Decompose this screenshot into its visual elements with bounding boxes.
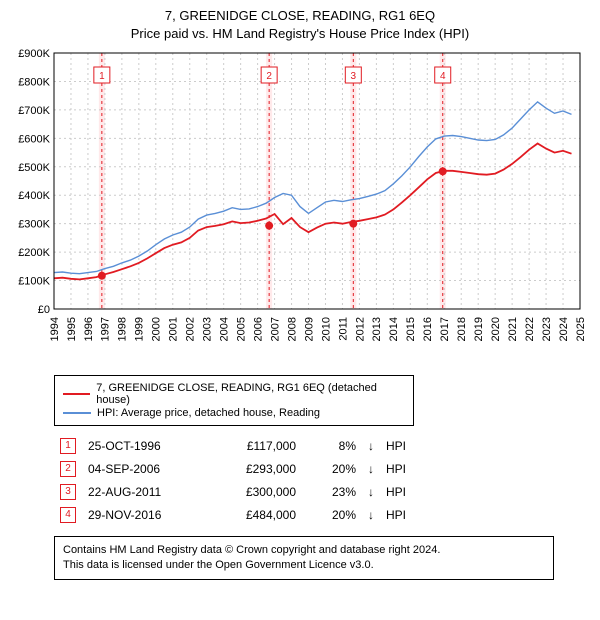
- svg-text:2015: 2015: [405, 317, 417, 341]
- svg-text:2016: 2016: [422, 317, 434, 341]
- event-delta: 23%: [302, 480, 362, 503]
- svg-text:2010: 2010: [320, 317, 332, 341]
- event-hpi-label: HPI: [380, 434, 430, 457]
- svg-text:2021: 2021: [507, 317, 519, 341]
- event-dot: [98, 272, 106, 280]
- svg-text:2006: 2006: [252, 317, 264, 341]
- event-marker-icon: 2: [60, 461, 76, 477]
- svg-text:£0: £0: [38, 304, 50, 316]
- attribution-line-1: Contains HM Land Registry data © Crown c…: [63, 543, 545, 558]
- svg-text:2023: 2023: [541, 317, 553, 341]
- svg-text:2008: 2008: [286, 317, 298, 341]
- event-marker-icon: 4: [60, 507, 76, 523]
- svg-text:1994: 1994: [49, 317, 61, 341]
- chart-area: £0 £100K £200K £300K £400K £500K £600K £700K £80…: [10, 47, 590, 367]
- svg-text:2022: 2022: [524, 317, 536, 341]
- svg-text:1: 1: [99, 71, 105, 82]
- svg-text:2009: 2009: [303, 317, 315, 341]
- event-arrow: ↓: [362, 434, 380, 457]
- svg-text:3: 3: [351, 71, 357, 82]
- event-row: 3 22-AUG-2011£300,00023%↓HPI: [54, 480, 430, 503]
- svg-text:4: 4: [440, 71, 446, 82]
- event-dot: [439, 167, 447, 175]
- event-row: 4 29-NOV-2016£484,00020%↓HPI: [54, 503, 430, 526]
- svg-text:£900K: £900K: [18, 48, 50, 60]
- event-date: 22-AUG-2011: [82, 480, 212, 503]
- svg-text:£800K: £800K: [18, 76, 50, 88]
- svg-text:1995: 1995: [66, 317, 78, 341]
- event-hpi-label: HPI: [380, 480, 430, 503]
- svg-text:2014: 2014: [388, 317, 400, 341]
- event-row: 2 04-SEP-2006£293,00020%↓HPI: [54, 457, 430, 480]
- event-arrow: ↓: [362, 480, 380, 503]
- svg-text:2019: 2019: [473, 317, 485, 341]
- svg-text:2017: 2017: [439, 317, 451, 341]
- event-date: 04-SEP-2006: [82, 457, 212, 480]
- svg-text:2025: 2025: [575, 317, 587, 341]
- series-hpi: [54, 102, 572, 274]
- svg-text:£100K: £100K: [18, 276, 50, 288]
- event-delta: 8%: [302, 434, 362, 457]
- chart-svg: £0 £100K £200K £300K £400K £500K £600K £700K £80…: [10, 47, 590, 421]
- svg-text:1997: 1997: [100, 317, 112, 341]
- svg-text:2001: 2001: [168, 317, 180, 341]
- event-delta: 20%: [302, 457, 362, 480]
- svg-text:2024: 2024: [558, 317, 570, 341]
- event-arrow: ↓: [362, 457, 380, 480]
- svg-text:£400K: £400K: [18, 190, 50, 202]
- svg-text:2002: 2002: [185, 317, 197, 341]
- svg-text:2020: 2020: [490, 317, 502, 341]
- svg-text:2011: 2011: [337, 317, 349, 341]
- svg-text:2013: 2013: [371, 317, 383, 341]
- svg-text:£600K: £600K: [18, 133, 50, 145]
- event-marker-icon: 3: [60, 484, 76, 500]
- svg-text:1998: 1998: [117, 317, 129, 341]
- attribution-box: Contains HM Land Registry data © Crown c…: [54, 536, 554, 580]
- event-delta: 20%: [302, 503, 362, 526]
- svg-text:2: 2: [266, 71, 272, 82]
- svg-text:2018: 2018: [456, 317, 468, 341]
- svg-text:£500K: £500K: [18, 162, 50, 174]
- svg-text:£700K: £700K: [18, 105, 50, 117]
- svg-text:£200K: £200K: [18, 247, 50, 259]
- attribution-line-2: This data is licensed under the Open Gov…: [63, 558, 545, 573]
- event-row: 1 25-OCT-1996£117,0008%↓HPI: [54, 434, 430, 457]
- event-dot: [265, 222, 273, 230]
- event-dot: [349, 220, 357, 228]
- svg-text:2004: 2004: [219, 317, 231, 341]
- svg-text:2005: 2005: [235, 317, 247, 341]
- svg-text:2012: 2012: [354, 317, 366, 341]
- events-table: 125-OCT-1996£117,0008%↓HPI204-SEP-2006£2…: [54, 434, 590, 526]
- event-price: £293,000: [212, 457, 302, 480]
- event-arrow: ↓: [362, 503, 380, 526]
- svg-text:2000: 2000: [151, 317, 163, 341]
- event-date: 25-OCT-1996: [82, 434, 212, 457]
- chart-title-subtitle: Price paid vs. HM Land Registry's House …: [10, 26, 590, 41]
- event-date: 29-NOV-2016: [82, 503, 212, 526]
- event-price: £117,000: [212, 434, 302, 457]
- event-hpi-label: HPI: [380, 457, 430, 480]
- svg-text:£300K: £300K: [18, 219, 50, 231]
- svg-text:2007: 2007: [269, 317, 281, 341]
- event-hpi-label: HPI: [380, 503, 430, 526]
- svg-text:1999: 1999: [134, 317, 146, 341]
- chart-title-address: 7, GREENIDGE CLOSE, READING, RG1 6EQ: [10, 8, 590, 23]
- event-marker-icon: 1: [60, 438, 76, 454]
- svg-text:2003: 2003: [202, 317, 214, 341]
- svg-text:1996: 1996: [83, 317, 95, 341]
- event-price: £300,000: [212, 480, 302, 503]
- event-price: £484,000: [212, 503, 302, 526]
